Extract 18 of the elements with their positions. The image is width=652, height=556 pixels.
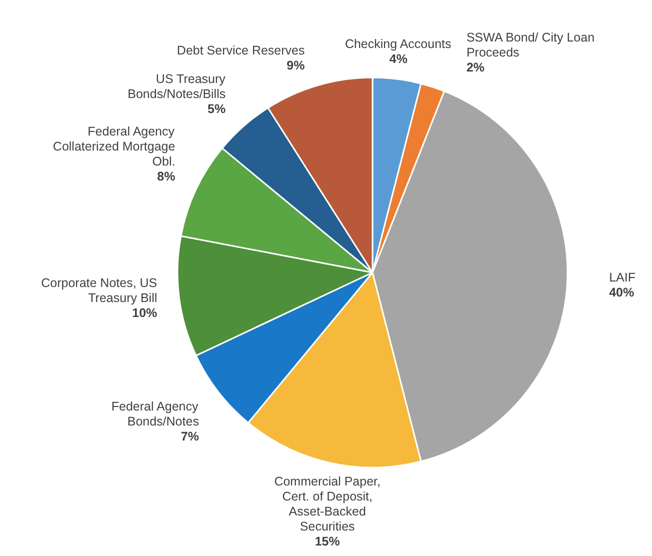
data-label: 4% <box>389 52 408 66</box>
slice-label: Checking Accounts <box>344 37 452 52</box>
data-label: 8% <box>157 169 176 184</box>
data-label: 9% <box>286 58 305 73</box>
slice-label: Commercial Paper, Cert. of Deposit, Asset-Backed Securities <box>274 474 380 534</box>
slice-label: SSWA Bond/ City Loan Proceeds <box>466 30 595 60</box>
data-label: 10% <box>132 306 158 320</box>
slice-label: Debt Service Reserves <box>176 44 305 58</box>
data-label: 2% <box>466 60 485 75</box>
data-label: 5% <box>208 102 226 116</box>
slice-label: Corporate Notes, US Treasury Bill <box>41 276 158 305</box>
data-label: 15% <box>314 534 340 549</box>
data-label: 7% <box>180 429 199 444</box>
data-label: 40% <box>609 286 634 300</box>
slice-label: US Treasury Bonds/Notes/Bills <box>128 72 226 102</box>
slice-label: Federal Agency Collaterized Mortgage Obl. <box>52 124 176 168</box>
slice-label: LAIF <box>609 270 636 284</box>
slice-label: Federal Agency Bonds/Notes <box>111 399 199 428</box>
